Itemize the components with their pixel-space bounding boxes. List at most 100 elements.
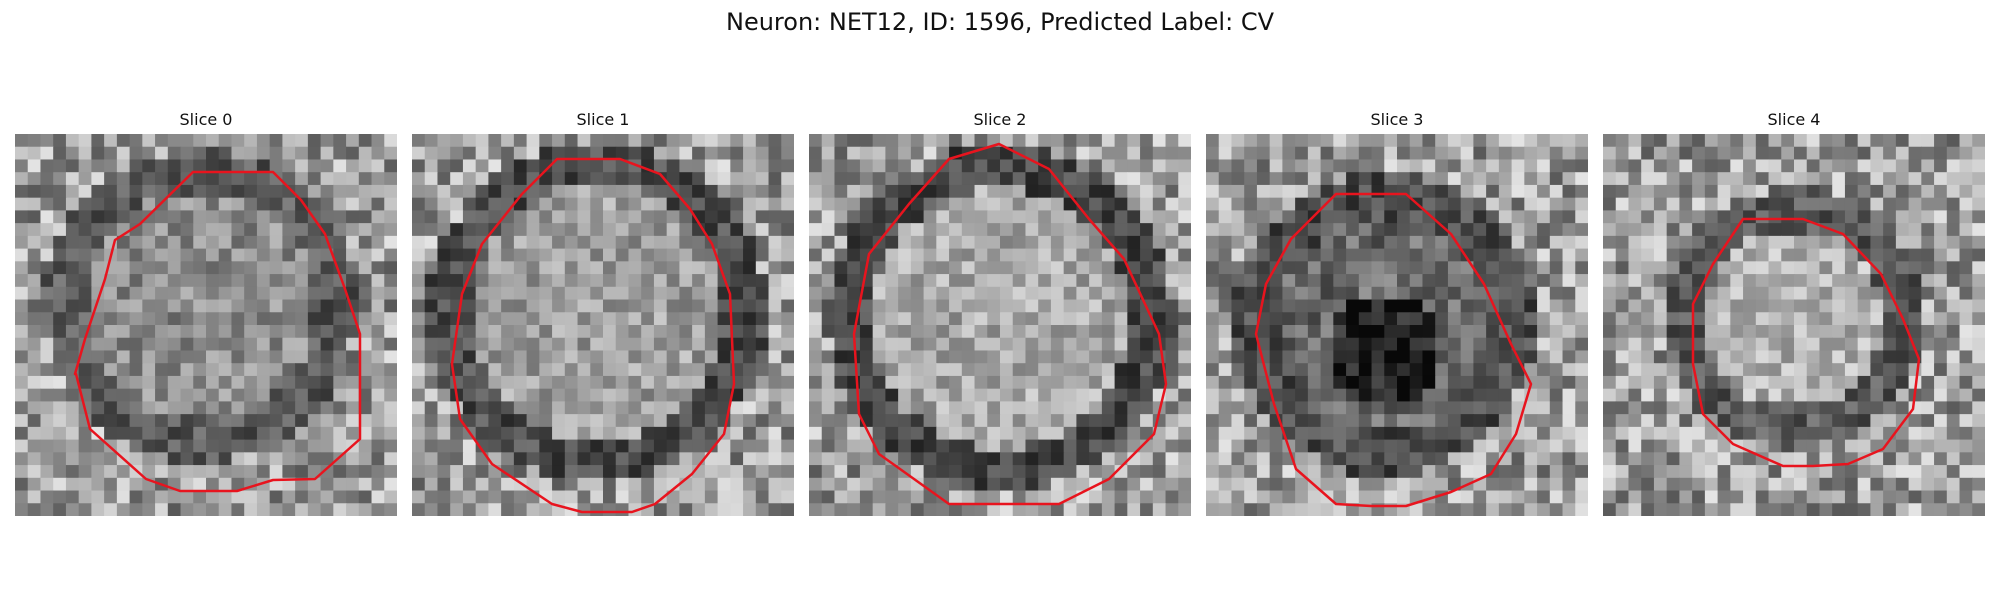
pixel [1038, 465, 1051, 478]
pixel [781, 503, 794, 516]
pixel [372, 414, 385, 427]
pixel [730, 172, 743, 185]
pixel [1231, 134, 1244, 147]
pixel [1781, 249, 1794, 262]
pixel [206, 338, 219, 351]
pixel [1819, 159, 1832, 172]
pixel [1244, 376, 1257, 389]
pixel [987, 440, 1000, 453]
pixel [578, 274, 591, 287]
pixel [1705, 210, 1718, 223]
pixel [834, 159, 847, 172]
pixel [975, 427, 988, 440]
pixel [1679, 300, 1692, 313]
pixel [628, 325, 641, 338]
pixel [1616, 134, 1629, 147]
pixel [1781, 478, 1794, 491]
pixel [1769, 261, 1782, 274]
pixel [1679, 198, 1692, 211]
pixel [1524, 210, 1537, 223]
pixel [1832, 159, 1845, 172]
pixel [987, 287, 1000, 300]
pixel [603, 363, 616, 376]
pixel [1845, 389, 1858, 402]
pixel [450, 249, 463, 262]
pixel [1730, 134, 1743, 147]
pixel [1667, 427, 1680, 440]
pixel [1934, 376, 1947, 389]
pixel [372, 159, 385, 172]
pixel [743, 300, 756, 313]
pixel [1512, 185, 1525, 198]
pixel [1730, 363, 1743, 376]
pixel [257, 261, 270, 274]
pixel [1756, 249, 1769, 262]
pixel [1115, 172, 1128, 185]
pixel [384, 440, 397, 453]
pixel [1115, 223, 1128, 236]
pixel [1372, 440, 1385, 453]
pixel [730, 159, 743, 172]
pixel [1038, 427, 1051, 440]
pixel [1499, 185, 1512, 198]
pixel [1550, 287, 1563, 300]
pixel [257, 210, 270, 223]
pixel [679, 134, 692, 147]
pixel [437, 338, 450, 351]
pixel [527, 465, 540, 478]
pixel [1628, 236, 1641, 249]
pixel [1115, 350, 1128, 363]
pixel [1051, 287, 1064, 300]
pixel [282, 274, 295, 287]
pixel [1025, 325, 1038, 338]
pixel [885, 287, 898, 300]
pixel [384, 287, 397, 300]
pixel [527, 300, 540, 313]
pixel [321, 440, 334, 453]
pixel [193, 401, 206, 414]
pixel [66, 389, 79, 402]
pixel [822, 363, 835, 376]
pixel [15, 274, 28, 287]
pixel [822, 478, 835, 491]
pixel [1575, 325, 1588, 338]
pixel [885, 236, 898, 249]
pixel [539, 401, 552, 414]
pixel [1616, 401, 1629, 414]
pixel [1178, 287, 1191, 300]
pixel [1896, 350, 1909, 363]
pixel [809, 159, 822, 172]
pixel [1372, 147, 1385, 160]
pixel [1013, 236, 1026, 249]
pixel [206, 427, 219, 440]
pixel [1947, 363, 1960, 376]
pixel [654, 325, 667, 338]
pixel [1038, 274, 1051, 287]
pixel [1153, 198, 1166, 211]
pixel [1896, 274, 1909, 287]
pixel [321, 414, 334, 427]
pixel [1153, 465, 1166, 478]
pixel [1244, 172, 1257, 185]
pixel [155, 491, 168, 504]
pixel [949, 401, 962, 414]
pixel [822, 210, 835, 223]
pixel [1769, 376, 1782, 389]
pixel [1051, 198, 1064, 211]
pixel [603, 210, 616, 223]
pixel [743, 414, 756, 427]
pixel [1127, 427, 1140, 440]
pixel [1115, 363, 1128, 376]
pixel [1870, 210, 1883, 223]
pixel [425, 172, 438, 185]
pixel [1038, 478, 1051, 491]
pixel [1575, 503, 1588, 516]
pixel [1308, 249, 1321, 262]
pixel [1819, 249, 1832, 262]
pixel [1410, 325, 1423, 338]
pixel [142, 401, 155, 414]
pixel [730, 274, 743, 287]
pixel [1524, 261, 1537, 274]
pixel [1563, 300, 1576, 313]
pixel [1448, 503, 1461, 516]
